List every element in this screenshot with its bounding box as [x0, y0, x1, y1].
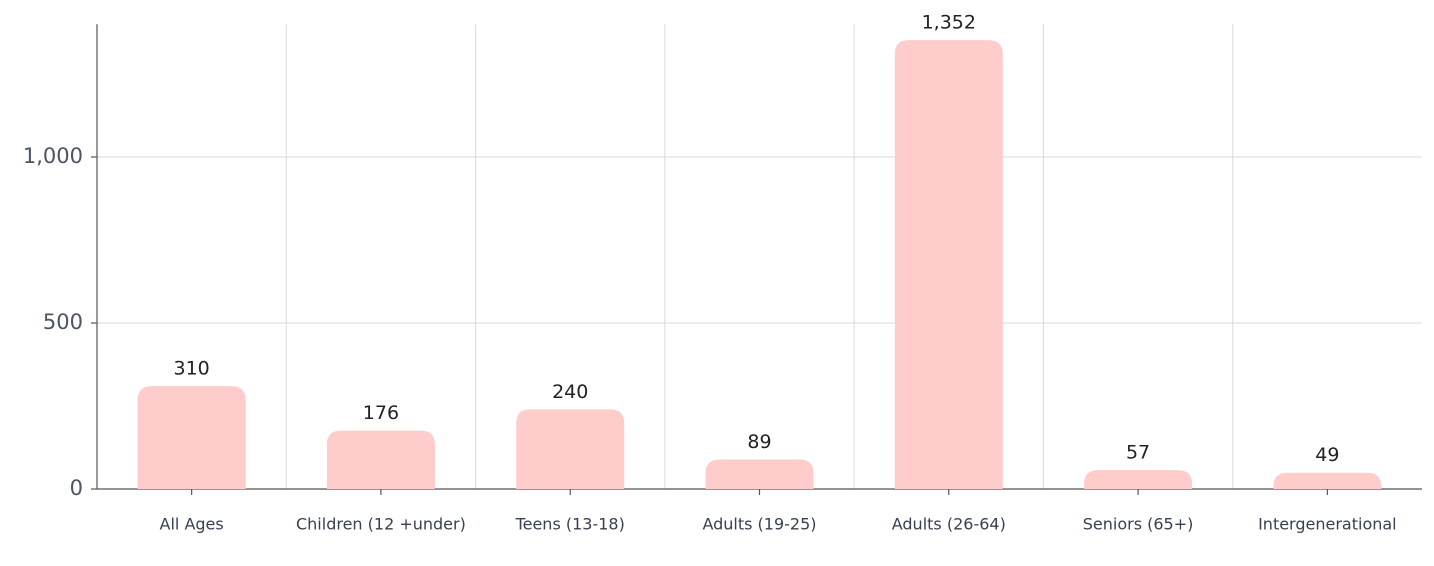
x-tick-label: Seniors (65+)	[1083, 515, 1194, 534]
x-tick-label: Children (12 +under)	[296, 515, 466, 534]
y-tick-label: 0	[70, 476, 83, 500]
value-label: 176	[363, 402, 399, 424]
value-label: 57	[1126, 442, 1150, 464]
x-tick-label: Adults (19-25)	[702, 515, 816, 534]
bar	[326, 430, 435, 489]
value-label: 49	[1315, 444, 1339, 466]
value-label: 89	[747, 431, 771, 453]
x-tick-label: All Ages	[160, 515, 224, 534]
x-tick-label: Intergenerational	[1258, 515, 1397, 534]
value-label: 240	[552, 381, 588, 403]
y-tick-label: 500	[43, 310, 83, 334]
x-tick-label: Adults (26-64)	[892, 515, 1006, 534]
value-label: 310	[174, 358, 210, 380]
bar	[1084, 470, 1193, 489]
bar	[137, 386, 246, 489]
x-tick-label: Teens (13-18)	[515, 515, 625, 534]
bar	[894, 40, 1003, 490]
bar	[516, 409, 625, 489]
bar	[705, 459, 814, 489]
bar	[1273, 472, 1382, 489]
y-tick-label: 1,000	[23, 144, 83, 168]
value-label: 1,352	[922, 12, 976, 34]
